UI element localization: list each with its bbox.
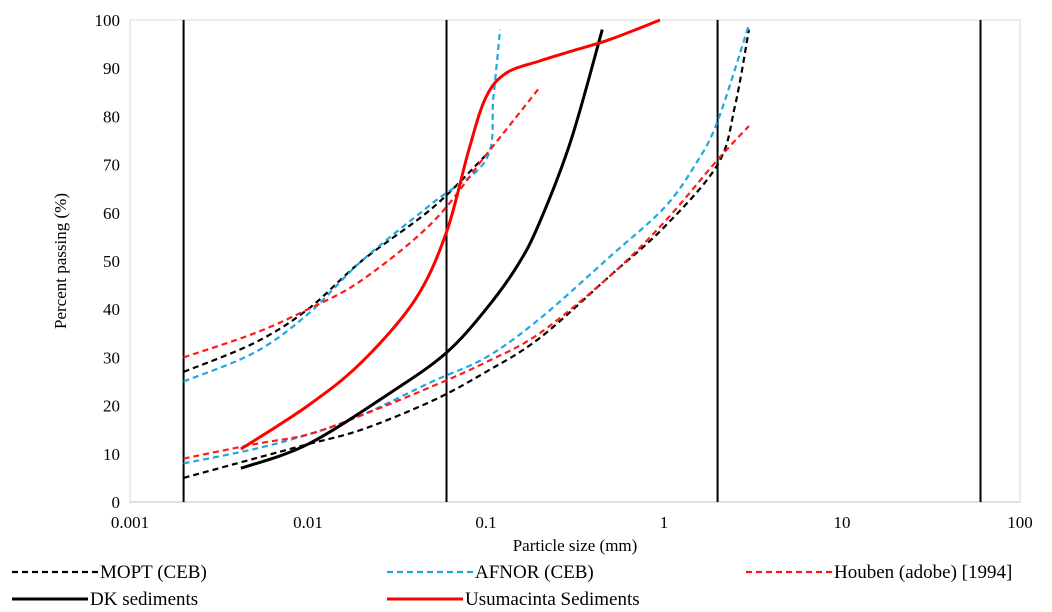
y-tick-label: 20 [103, 397, 120, 416]
y-tick-label: 100 [95, 11, 121, 30]
series-line-afnor-ceb-2 [183, 24, 750, 465]
y-tick-label: 30 [103, 348, 120, 367]
ticks-layer: 0 10 20 30 40 50 60 70 80 90 100 0.001 0.01 0.1 1 10 100 [95, 11, 1033, 532]
legend-label-afnor-ceb: AFNOR (CEB) [475, 562, 594, 583]
y-tick-label: 80 [103, 107, 120, 126]
legend-label-dk-sediments: DK sediments [90, 589, 198, 610]
y-tick-label: 60 [103, 204, 120, 223]
x-axis-title: Particle size (mm) [513, 536, 638, 555]
y-tick-label: 0 [112, 493, 121, 512]
series-line-dk-sediments [240, 29, 604, 470]
legend-label-houben-adobe-1994: Houben (adobe) [1994] [834, 562, 1012, 583]
x-tick-label: 100 [1007, 513, 1033, 532]
y-tick-label: 10 [103, 445, 120, 464]
legend: MOPT (CEB) AFNOR (CEB) Houben (adobe) [199… [12, 562, 1012, 610]
axes-layer [129, 19, 1021, 503]
y-tick-label: 70 [103, 156, 120, 175]
legend-label-mopt-ceb: MOPT (CEB) [100, 562, 207, 583]
x-tick-label: 0.001 [111, 513, 149, 532]
x-tick-label: 0.01 [293, 513, 323, 532]
series-line-mopt-ceb-1 [183, 154, 487, 373]
y-tick-label: 40 [103, 300, 120, 319]
y-tick-label: 50 [103, 252, 120, 271]
x-tick-label: 10 [834, 513, 851, 532]
series-line-usumacinta-sediments [240, 18, 661, 451]
x-tick-label: 1 [660, 513, 669, 532]
x-tick-label: 0.1 [475, 513, 496, 532]
series-line-afnor-ceb-1 [183, 29, 502, 383]
series-line-houben-adobe-1994-2 [183, 125, 750, 460]
legend-label-usumacinta-sediments: Usumacinta Sediments [465, 589, 640, 610]
series-line-houben-adobe-1994-1 [183, 86, 541, 359]
y-tick-label: 90 [103, 59, 120, 78]
series-layer [183, 18, 750, 479]
y-axis-title: Percent passing (%) [51, 193, 70, 329]
